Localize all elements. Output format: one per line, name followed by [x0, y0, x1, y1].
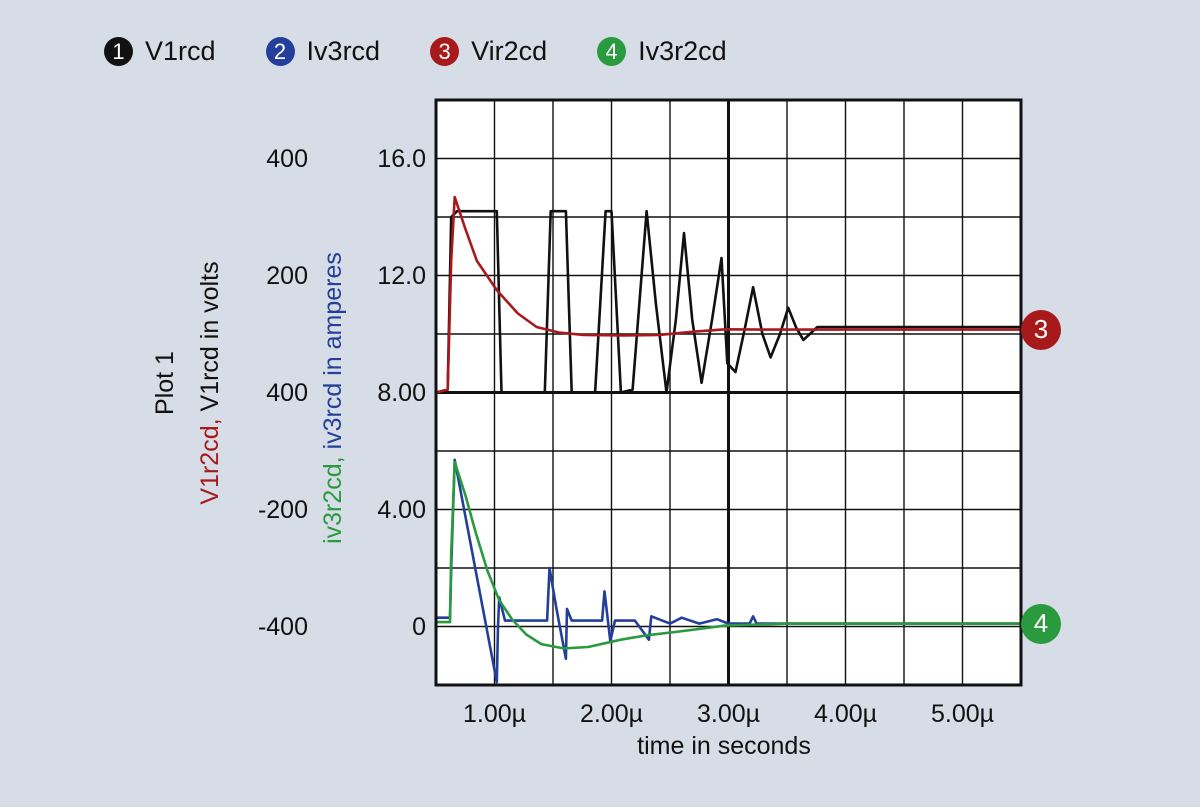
x-tick-label: 1.00µ — [462, 700, 527, 728]
series-line-iv3r2cd — [436, 460, 1021, 650]
legend-badge-4: 4 — [597, 37, 627, 66]
y-tick-label-outer: 400 — [266, 144, 308, 173]
x-tick-label: 3.00µ — [696, 700, 761, 728]
series-line-vir2cd — [435, 195, 1021, 394]
legend-label: Vir2cd — [471, 36, 548, 66]
y-tick-label-inner: 4.00 — [377, 495, 426, 524]
legend-item-iv3r2cd: 4 Iv3r2cd — [597, 36, 727, 67]
series-end-marker-3: 3 — [1021, 309, 1061, 350]
legend-badge-3: 3 — [430, 37, 460, 66]
x-tick-label: 5.00µ — [930, 700, 995, 728]
legend-item-iv3rcd: 2 Iv3rcd — [265, 36, 381, 67]
y-tick-label-inner: 0 — [412, 612, 426, 641]
y-tick-label-inner: 16.0 — [377, 144, 426, 173]
series-line-v1rcd — [435, 209, 1021, 394]
y-tick-label-outer: 400 — [266, 378, 308, 407]
legend-badge-2: 2 — [265, 37, 295, 66]
x-tick-label: 2.00µ — [579, 700, 644, 728]
legend-label: Iv3r2cd — [638, 36, 727, 66]
y-tick-label-inner: 12.0 — [377, 261, 426, 290]
legend: 1 V1rcd 2 Iv3rcd 3 Vir2cd 4 Iv3r2cd — [104, 36, 777, 67]
y-tick-label-outer: -200 — [257, 495, 308, 524]
legend-item-v1rcd: 1 V1rcd — [104, 36, 216, 67]
series-end-marker-4: 4 — [1021, 603, 1061, 644]
x-axis-title: time in seconds — [637, 732, 811, 760]
legend-label: V1rcd — [145, 36, 216, 66]
y-tick-label-outer: -400 — [257, 612, 308, 641]
series-line-iv3rcd — [436, 458, 1021, 684]
legend-badge-1: 1 — [104, 37, 133, 66]
y-tick-label-outer: 200 — [266, 261, 308, 290]
x-tick-label: 4.00µ — [813, 700, 878, 728]
y-tick-label-inner: 8.00 — [377, 378, 426, 407]
legend-label: Iv3rcd — [306, 36, 381, 66]
legend-item-vir2cd: 3 Vir2cd — [430, 36, 547, 67]
plot-frame — [434, 98, 1023, 687]
